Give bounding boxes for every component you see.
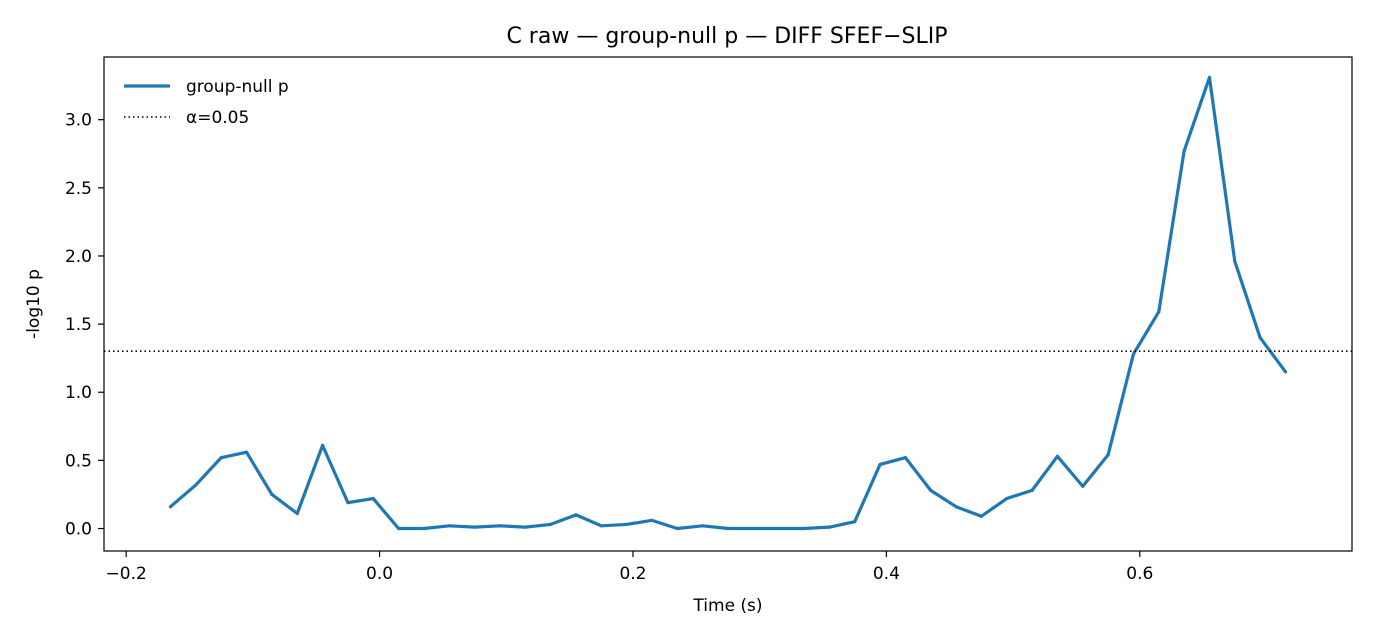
data-point	[549, 522, 553, 527]
x-axis: −0.2 0.0 0.2 0.4 0.6	[106, 551, 1153, 584]
data-point	[675, 526, 679, 531]
data-point	[1106, 453, 1110, 457]
data-point	[244, 450, 249, 454]
y-tick-label: 3.0	[65, 111, 92, 131]
data-point	[751, 526, 755, 531]
y-tick-label: 1.0	[65, 383, 92, 403]
plot-area	[104, 75, 1352, 531]
y-axis-label: -log10 p	[24, 269, 44, 339]
legend-label-line-series: group-null p	[186, 77, 289, 97]
data-point	[853, 520, 857, 524]
data-point	[295, 511, 299, 516]
data-point	[650, 518, 654, 522]
data-point	[1055, 454, 1060, 458]
data-point	[168, 505, 173, 509]
x-tick-label: 0.2	[619, 564, 646, 584]
x-tick-label: 0.6	[1126, 564, 1153, 584]
y-tick-label: 0.5	[65, 451, 92, 471]
data-point	[1081, 484, 1085, 488]
data-point	[473, 525, 477, 529]
legend-label-threshold: α=0.05	[186, 108, 249, 128]
data-point	[498, 524, 502, 528]
y-tick-label: 1.5	[65, 315, 92, 335]
data-point	[1233, 259, 1237, 264]
data-point	[346, 501, 350, 505]
x-tick-label: 0.0	[366, 564, 393, 584]
data-point	[903, 456, 907, 460]
data-point	[726, 526, 730, 531]
data-point	[1283, 370, 1288, 374]
data-point	[1258, 336, 1262, 340]
data-point	[270, 492, 274, 497]
data-point	[929, 488, 933, 492]
data-point	[422, 526, 426, 531]
data-point	[371, 496, 375, 501]
data-point	[1182, 149, 1186, 153]
x-axis-label: Time (s)	[692, 596, 762, 616]
data-point	[701, 524, 705, 528]
data-point	[1005, 496, 1009, 501]
data-point	[219, 456, 223, 460]
x-tick-label: −0.2	[106, 564, 147, 584]
y-tick-label: 0.0	[65, 520, 92, 540]
chart-title: C raw — group-null p — DIFF SFEF−SLIP	[506, 24, 947, 49]
data-point	[194, 483, 198, 487]
data-point	[625, 522, 629, 527]
data-point	[827, 525, 831, 529]
data-point	[599, 524, 603, 528]
data-point	[447, 524, 451, 528]
data-point	[1131, 352, 1136, 356]
data-point	[574, 513, 578, 517]
data-point	[523, 525, 527, 529]
legend: group-null p α=0.05	[124, 77, 289, 128]
y-tick-label: 2.0	[65, 247, 92, 267]
axes-frame	[103, 56, 1353, 552]
data-point	[802, 526, 806, 531]
data-point	[979, 514, 984, 518]
data-point	[1207, 75, 1212, 80]
x-tick-label: 0.4	[873, 564, 900, 584]
data-point	[878, 462, 882, 467]
y-axis: 0.0 0.5 1.0 1.5 2.0 2.5 3.0	[65, 111, 104, 540]
data-point	[777, 526, 781, 531]
data-point	[396, 526, 401, 531]
data-point	[1030, 488, 1034, 492]
data-point	[320, 443, 325, 447]
data-point	[1157, 310, 1161, 314]
y-tick-label: 2.5	[65, 179, 92, 199]
data-point	[954, 505, 958, 509]
